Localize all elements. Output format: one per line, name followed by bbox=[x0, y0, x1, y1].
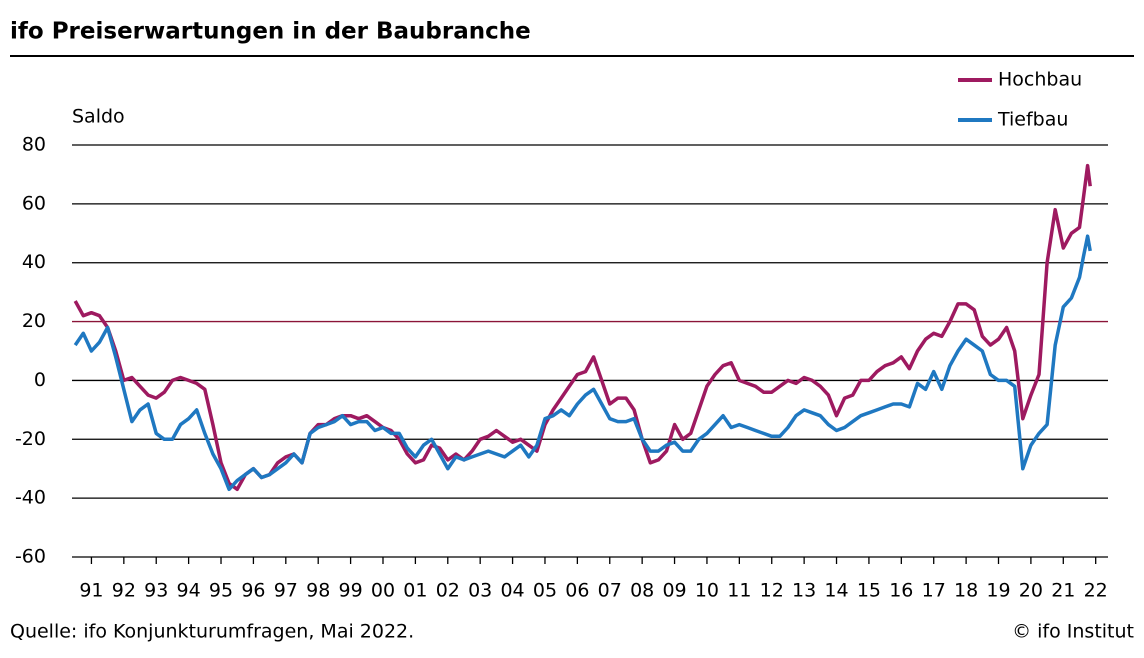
x-tick-label: 05 bbox=[533, 580, 557, 602]
x-tick-label: 20 bbox=[1019, 580, 1043, 602]
y-tick-label: 0 bbox=[34, 369, 46, 391]
x-tick-label: 92 bbox=[112, 580, 136, 602]
x-tick-label: 18 bbox=[954, 580, 978, 602]
y-tick-label: -40 bbox=[15, 487, 46, 509]
x-tick-label: 98 bbox=[306, 580, 330, 602]
x-tick-label: 15 bbox=[857, 580, 881, 602]
x-tick-label: 14 bbox=[824, 580, 848, 602]
chart-title: ifo Preiserwartungen in der Baubranche bbox=[10, 19, 531, 45]
series-line bbox=[73, 234, 1092, 492]
x-tick-label: 22 bbox=[1084, 580, 1108, 602]
credit: © ifo Institut bbox=[1012, 621, 1134, 643]
x-tick-label: 17 bbox=[922, 580, 946, 602]
x-tick-label: 95 bbox=[209, 580, 233, 602]
x-tick-label: 08 bbox=[630, 580, 654, 602]
y-tick-label: 60 bbox=[22, 192, 46, 214]
x-tick-label: 93 bbox=[144, 580, 168, 602]
x-tick-label: 07 bbox=[598, 580, 622, 602]
x-tick-label: 19 bbox=[986, 580, 1010, 602]
x-tick-label: 16 bbox=[889, 580, 913, 602]
y-axis-label: Saldo bbox=[72, 106, 125, 128]
x-tick-label: 21 bbox=[1051, 580, 1075, 602]
x-tick-label: 11 bbox=[727, 580, 751, 602]
legend-label: Tiefbau bbox=[997, 109, 1068, 131]
x-tick-label: 01 bbox=[403, 580, 427, 602]
y-tick-label: -20 bbox=[15, 428, 46, 450]
legend-label: Hochbau bbox=[998, 69, 1082, 91]
y-tick-label: 80 bbox=[22, 134, 46, 156]
x-tick-label: 91 bbox=[79, 580, 103, 602]
x-tick-label: 02 bbox=[436, 580, 460, 602]
series-line bbox=[73, 163, 1092, 492]
x-tick-label: 12 bbox=[760, 580, 784, 602]
x-tick-label: 04 bbox=[500, 580, 524, 602]
y-tick-label: -60 bbox=[15, 546, 46, 568]
x-tick-label: 03 bbox=[468, 580, 492, 602]
y-tick-label: 20 bbox=[22, 310, 46, 332]
x-tick-label: 10 bbox=[695, 580, 719, 602]
x-tick-label: 97 bbox=[274, 580, 298, 602]
x-tick-label: 99 bbox=[339, 580, 363, 602]
source-note: Quelle: ifo Konjunkturumfragen, Mai 2022… bbox=[10, 621, 414, 643]
x-tick-label: 94 bbox=[177, 580, 201, 602]
x-tick-label: 96 bbox=[241, 580, 265, 602]
x-tick-label: 00 bbox=[371, 580, 395, 602]
x-tick-label: 13 bbox=[792, 580, 816, 602]
x-tick-label: 09 bbox=[662, 580, 686, 602]
y-tick-label: 40 bbox=[22, 251, 46, 273]
x-tick-label: 06 bbox=[565, 580, 589, 602]
